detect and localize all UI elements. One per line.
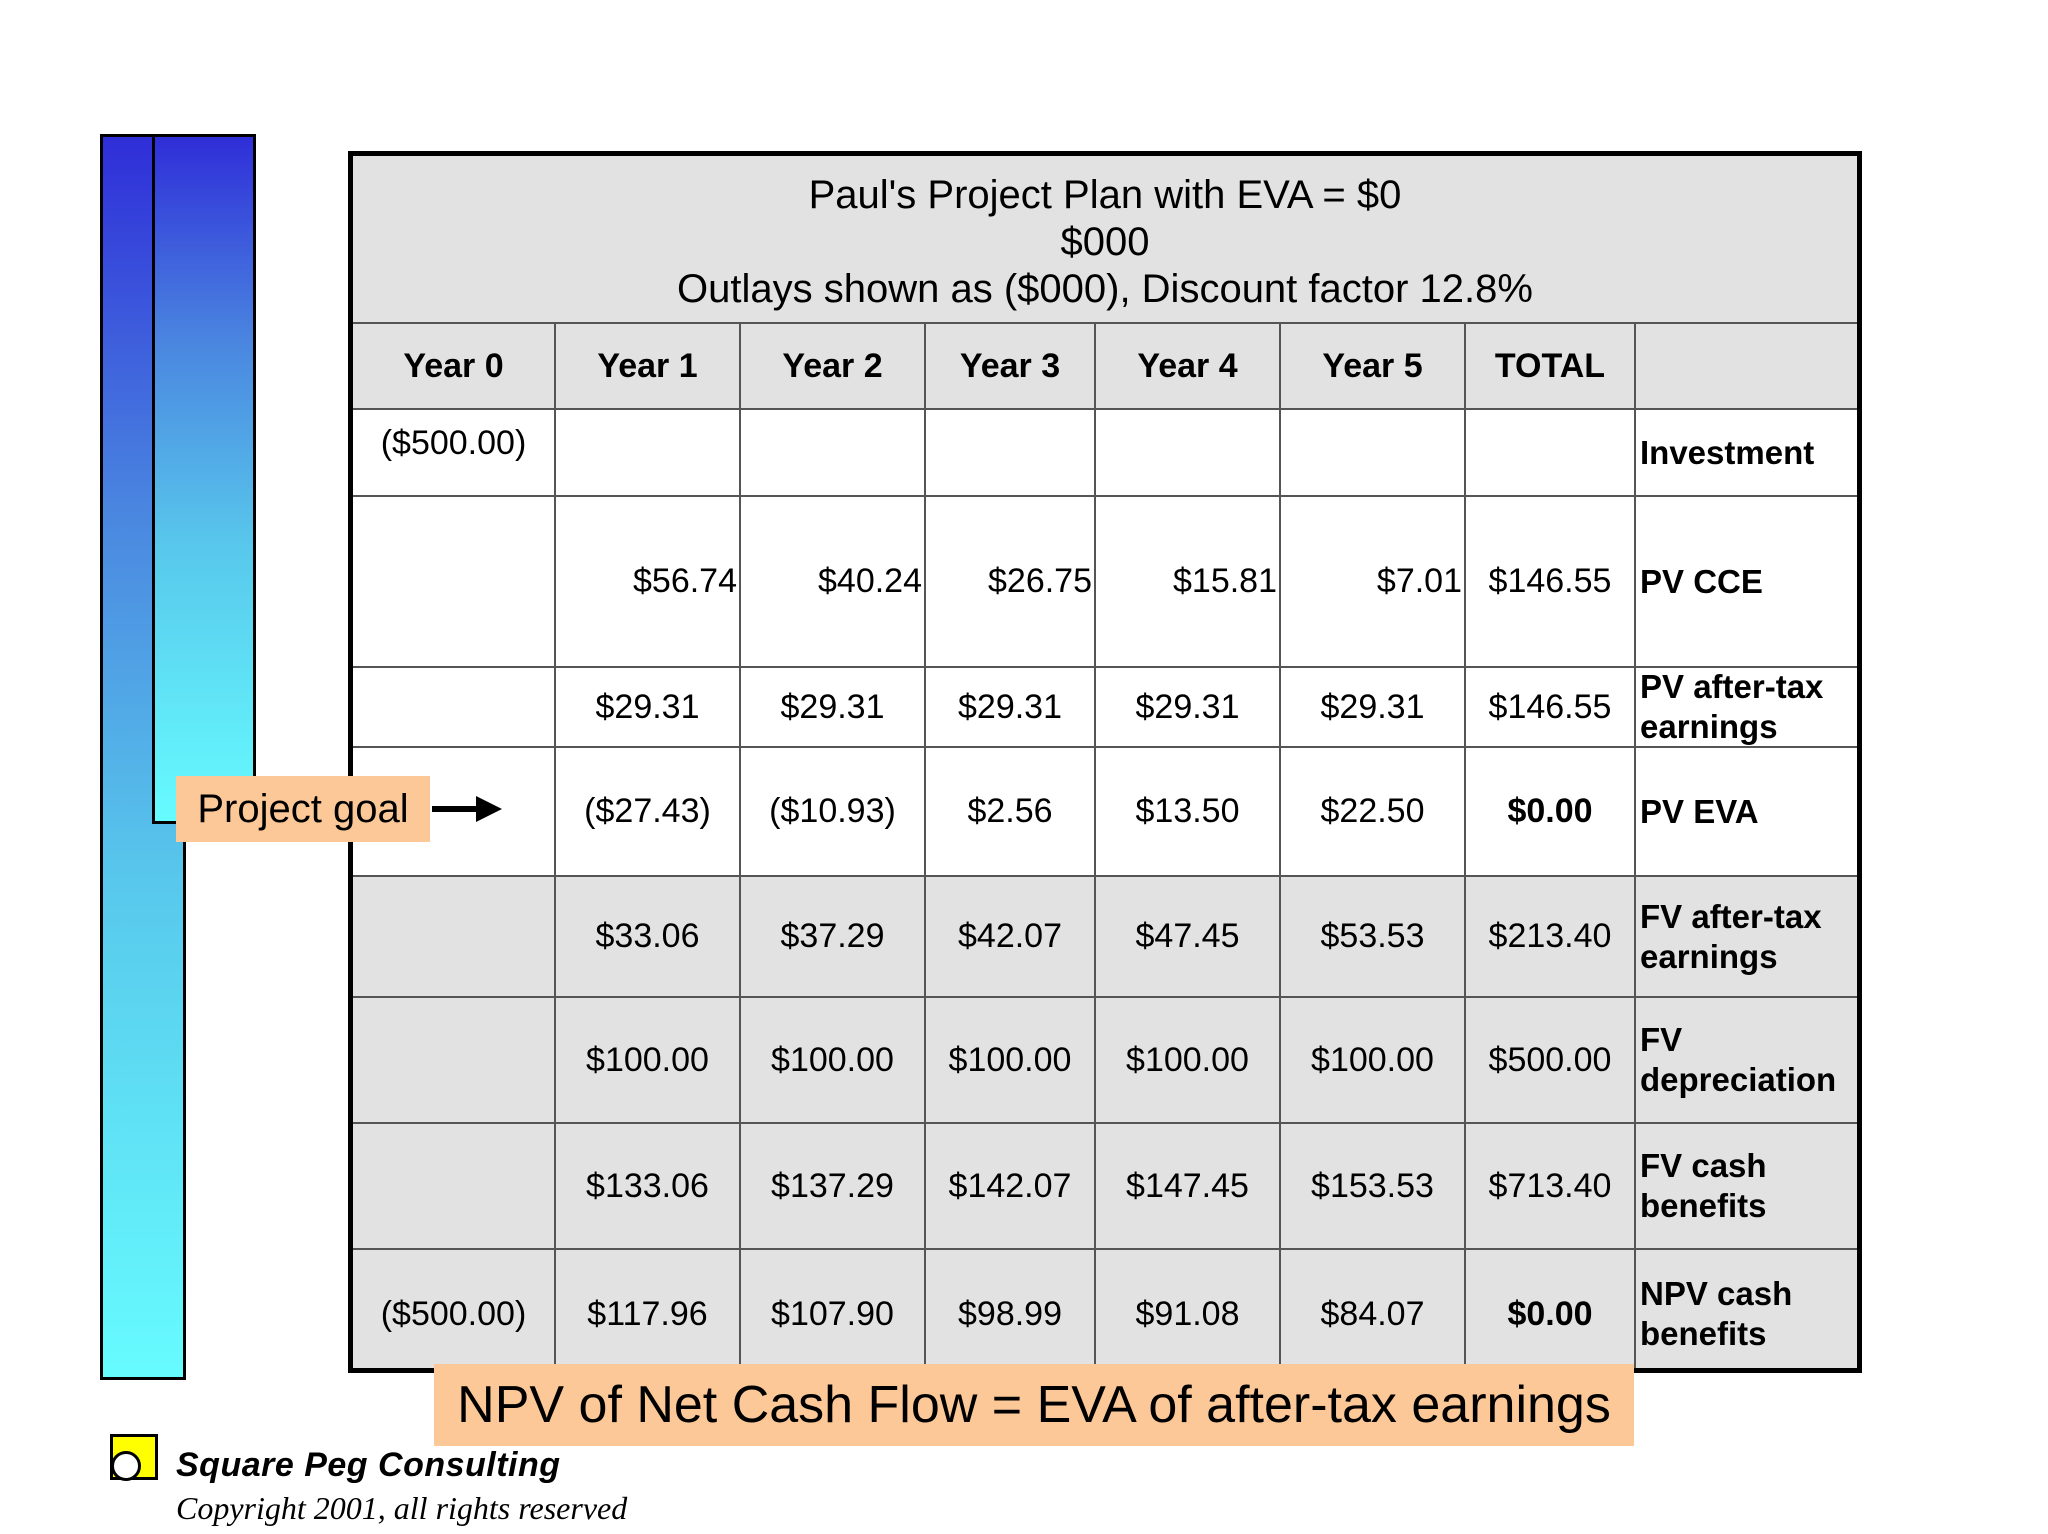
- decorative-bar-right: [152, 134, 256, 824]
- table-cell: $107.90: [741, 1250, 926, 1368]
- npv-banner: NPV of Net Cash Flow = EVA of after-tax …: [434, 1364, 1634, 1446]
- table-cell: $153.53: [1281, 1124, 1466, 1248]
- row-label: FV cash benefits: [1640, 1147, 1767, 1224]
- table-row-npv-cash-benefits: ($500.00) $117.96 $107.90 $98.99 $91.08 …: [353, 1250, 1857, 1368]
- row-label: FV after-tax earnings: [1640, 897, 1822, 975]
- table-cell: [556, 410, 741, 495]
- table-row-investment: ($500.00) Investment: [353, 410, 1857, 497]
- table-cell: $146.55: [1466, 497, 1636, 666]
- table-cell: [926, 410, 1096, 495]
- table-cell: $0.00: [1466, 1250, 1636, 1368]
- table-cell: $142.07: [926, 1124, 1096, 1248]
- table-cell: [741, 410, 926, 495]
- table-cell: [1466, 410, 1636, 495]
- table-row-fv-after-tax-earnings: $33.06 $37.29 $42.07 $47.45 $53.53 $213.…: [353, 877, 1857, 998]
- table-cell: $56.74: [556, 497, 741, 666]
- table-cell: $100.00: [741, 998, 926, 1122]
- table-row-pv-eva: ($27.43) ($10.93) $2.56 $13.50 $22.50 $0…: [353, 748, 1857, 877]
- title-line-3: Outlays shown as ($000), Discount factor…: [677, 267, 1533, 311]
- table-row-pv-cce: $56.74 $40.24 $26.75 $15.81 $7.01 $146.5…: [353, 497, 1857, 668]
- table-cell: $53.53: [1281, 877, 1466, 996]
- table-title: Paul's Project Plan with EVA = $0 $000 O…: [353, 156, 1857, 324]
- table-cell: [353, 1124, 556, 1248]
- table-cell: $133.06: [556, 1124, 741, 1248]
- table-cell: $33.06: [556, 877, 741, 996]
- table-cell: $40.24: [741, 497, 926, 666]
- project-goal-callout: Project goal: [176, 776, 430, 842]
- table-cell: $29.31: [926, 668, 1096, 746]
- table-cell: $29.31: [556, 668, 741, 746]
- header-year-0: Year 0: [353, 324, 556, 408]
- table-cell: $0.00: [1466, 748, 1636, 875]
- table-cell: [353, 998, 556, 1122]
- row-label: PV CCE: [1640, 562, 1763, 600]
- table-cell: $2.56: [926, 748, 1096, 875]
- row-label: NPV cash benefits: [1640, 1275, 1793, 1352]
- header-year-2: Year 2: [741, 324, 926, 408]
- table-cell: [353, 748, 556, 875]
- table-cell: $26.75: [926, 497, 1096, 666]
- table-cell: $15.81: [1096, 497, 1281, 666]
- table-cell: $13.50: [1096, 748, 1281, 875]
- table-cell: $22.50: [1281, 748, 1466, 875]
- table-cell: $47.45: [1096, 877, 1281, 996]
- table-cell: $213.40: [1466, 877, 1636, 996]
- table-cell: $91.08: [1096, 1250, 1281, 1368]
- copyright-text: Copyright 2001, all rights reserved: [176, 1490, 628, 1526]
- header-total: TOTAL: [1466, 324, 1636, 408]
- header-year-4: Year 4: [1096, 324, 1281, 408]
- table-cell: $42.07: [926, 877, 1096, 996]
- row-label: PV EVA: [1640, 792, 1759, 830]
- table-cell: $146.55: [1466, 668, 1636, 746]
- company-name: Square Peg Consulting: [176, 1446, 561, 1484]
- table-cell: [1096, 410, 1281, 495]
- arrow-right-icon: [432, 796, 502, 822]
- table-cell: ($500.00): [353, 1250, 556, 1368]
- header-label: [1636, 324, 1857, 408]
- table-cell: $100.00: [556, 998, 741, 1122]
- row-label: Investment: [1640, 433, 1815, 471]
- table-cell: [353, 668, 556, 746]
- table-cell: $84.07: [1281, 1250, 1466, 1368]
- table-cell: $713.40: [1466, 1124, 1636, 1248]
- header-year-1: Year 1: [556, 324, 741, 408]
- header-year-5: Year 5: [1281, 324, 1466, 408]
- header-row: Year 0 Year 1 Year 2 Year 3 Year 4 Year …: [353, 324, 1857, 410]
- table-cell: $37.29: [741, 877, 926, 996]
- table-cell: $7.01: [1281, 497, 1466, 666]
- logo-circle-icon: [111, 1451, 141, 1481]
- table-cell: $500.00: [1466, 998, 1636, 1122]
- table-cell: [353, 497, 556, 666]
- table-row-pv-after-tax-earnings: $29.31 $29.31 $29.31 $29.31 $29.31 $146.…: [353, 668, 1857, 748]
- table-cell: $100.00: [926, 998, 1096, 1122]
- table-cell: ($10.93): [741, 748, 926, 875]
- table-cell: $29.31: [1281, 668, 1466, 746]
- table-row-fv-cash-benefits: $133.06 $137.29 $142.07 $147.45 $153.53 …: [353, 1124, 1857, 1250]
- table-cell: ($500.00): [353, 410, 556, 495]
- row-label: PV after-tax earnings: [1640, 668, 1824, 745]
- project-plan-table: Paul's Project Plan with EVA = $0 $000 O…: [348, 151, 1862, 1373]
- table-cell: [353, 877, 556, 996]
- title-line-1: Paul's Project Plan with EVA = $0: [808, 173, 1402, 217]
- row-label: FV depreciation: [1640, 1021, 1837, 1098]
- table-cell: $137.29: [741, 1124, 926, 1248]
- table-cell: $100.00: [1096, 998, 1281, 1122]
- table-cell: $117.96: [556, 1250, 741, 1368]
- table-cell: $100.00: [1281, 998, 1466, 1122]
- header-year-3: Year 3: [926, 324, 1096, 408]
- table-cell: $29.31: [741, 668, 926, 746]
- table-cell: ($27.43): [556, 748, 741, 875]
- table-cell: [1281, 410, 1466, 495]
- table-cell: $147.45: [1096, 1124, 1281, 1248]
- title-line-2: $000: [1060, 220, 1150, 264]
- table-row-fv-depreciation: $100.00 $100.00 $100.00 $100.00 $100.00 …: [353, 998, 1857, 1124]
- table-cell: $29.31: [1096, 668, 1281, 746]
- table-cell: $98.99: [926, 1250, 1096, 1368]
